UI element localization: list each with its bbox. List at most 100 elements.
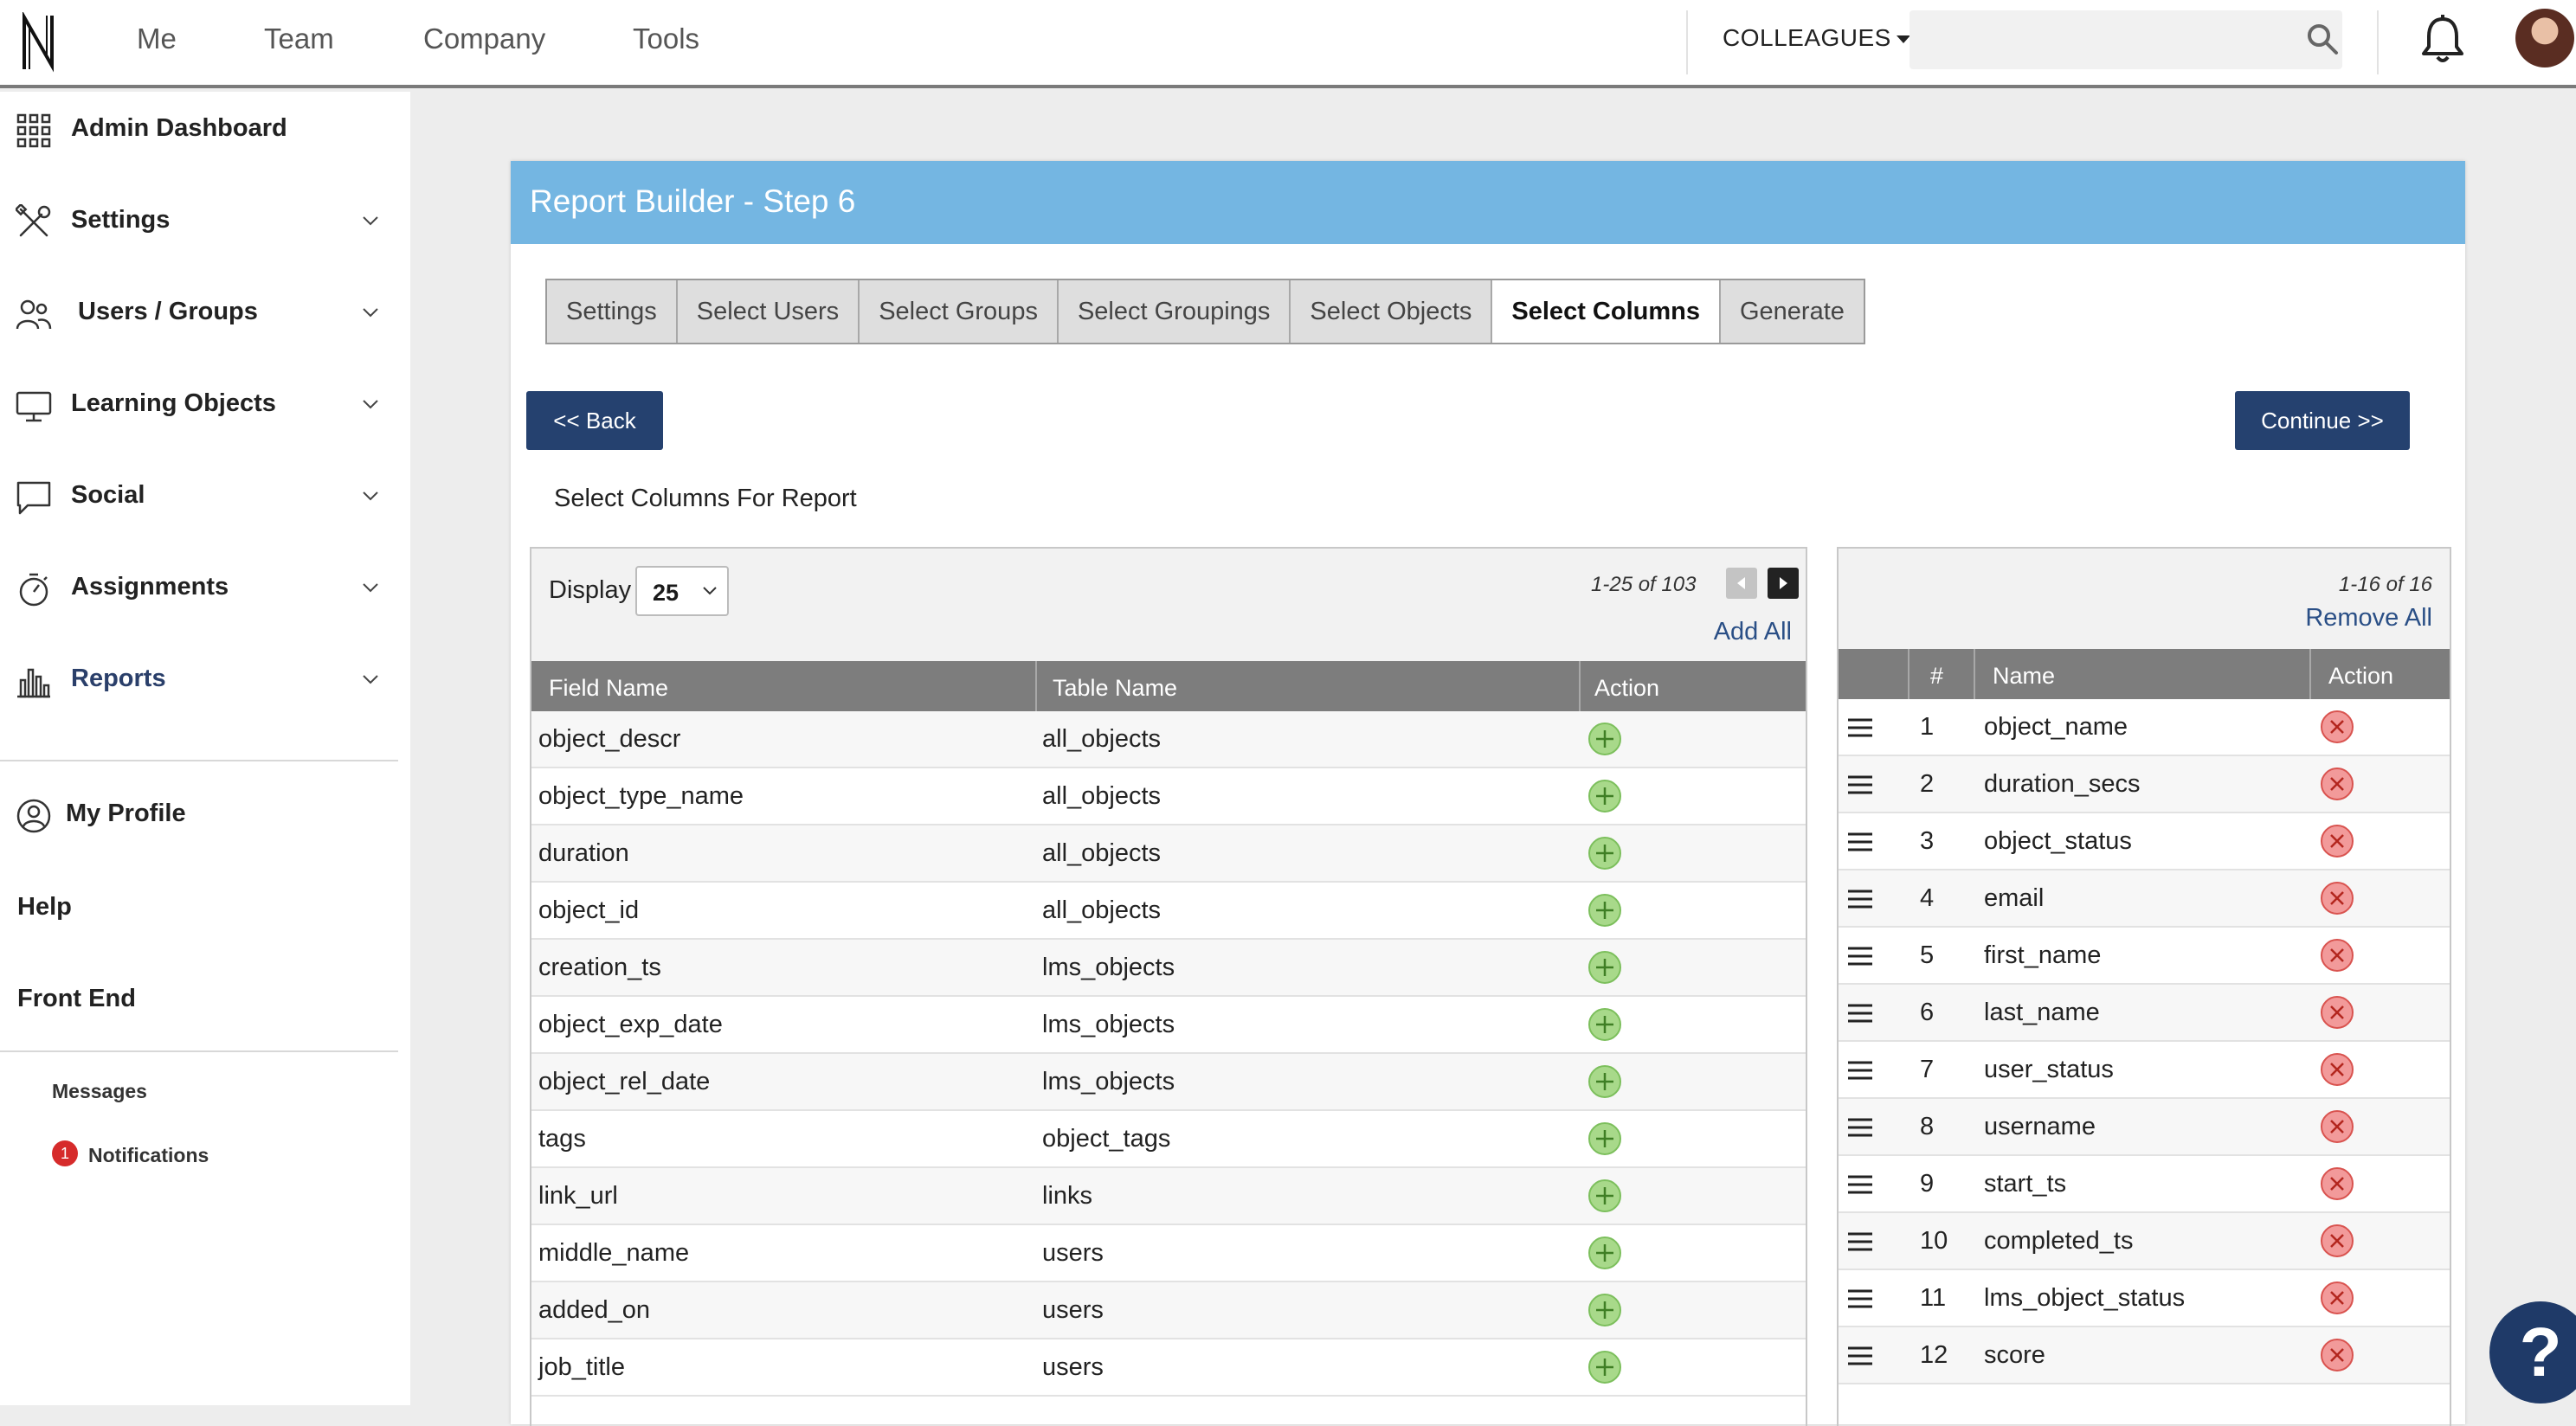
table-name: users bbox=[1042, 1296, 1104, 1324]
remove-column-icon[interactable] bbox=[2320, 1338, 2354, 1372]
drag-handle-icon[interactable] bbox=[1845, 1345, 1875, 1367]
sidebar-item-assignments[interactable]: Assignments bbox=[0, 550, 410, 628]
tab-select-columns[interactable]: Select Columns bbox=[1492, 280, 1721, 343]
help-button[interactable]: ? bbox=[2489, 1301, 2576, 1404]
remove-column-icon[interactable] bbox=[2320, 1166, 2354, 1201]
drag-handle-icon[interactable] bbox=[1845, 774, 1875, 796]
drag-handle-icon[interactable] bbox=[1845, 716, 1875, 739]
remove-column-icon[interactable] bbox=[2320, 824, 2354, 858]
table-row: object_descr all_objects bbox=[531, 711, 1806, 768]
sidebar-link-messages[interactable]: Messages bbox=[52, 1080, 147, 1102]
table-row[interactable]: 2 duration_secs bbox=[1839, 756, 2450, 813]
drag-handle-icon[interactable] bbox=[1845, 945, 1875, 967]
previous-page-button[interactable] bbox=[1726, 568, 1757, 599]
next-page-button[interactable] bbox=[1768, 568, 1799, 599]
back-button[interactable]: << Back bbox=[526, 391, 663, 450]
nav-link-me[interactable]: Me bbox=[137, 22, 177, 55]
remove-column-icon[interactable] bbox=[2320, 1109, 2354, 1144]
sidebar-link-help[interactable]: Help bbox=[17, 893, 72, 921]
tab-select-users[interactable]: Select Users bbox=[678, 280, 860, 343]
display-count-select[interactable]: 25 bbox=[635, 566, 729, 616]
add-column-icon[interactable] bbox=[1587, 950, 1622, 985]
sidebar-item-my-profile[interactable]: My Profile bbox=[0, 777, 410, 855]
add-column-icon[interactable] bbox=[1587, 1350, 1622, 1384]
drag-handle-icon[interactable] bbox=[1845, 1288, 1875, 1310]
remove-column-icon[interactable] bbox=[2320, 710, 2354, 744]
table-row[interactable]: 5 first_name bbox=[1839, 928, 2450, 985]
drag-handle-icon[interactable] bbox=[1845, 831, 1875, 853]
sidebar-item-admin-dashboard[interactable]: Admin Dashboard bbox=[0, 92, 410, 170]
remove-column-icon[interactable] bbox=[2320, 1224, 2354, 1258]
chevron-down-icon bbox=[363, 308, 378, 318]
add-column-icon[interactable] bbox=[1587, 1179, 1622, 1213]
remove-all-link[interactable]: Remove All bbox=[2305, 604, 2432, 632]
add-column-icon[interactable] bbox=[1587, 1007, 1622, 1042]
column-number: 5 bbox=[1920, 941, 1935, 969]
remove-column-icon[interactable] bbox=[2320, 995, 2354, 1030]
bell-icon[interactable] bbox=[2420, 14, 2465, 66]
table-row[interactable]: 4 email bbox=[1839, 870, 2450, 928]
search-icon[interactable] bbox=[2306, 22, 2339, 55]
table-row[interactable]: 10 completed_ts bbox=[1839, 1213, 2450, 1270]
add-column-icon[interactable] bbox=[1587, 1293, 1622, 1327]
add-all-link[interactable]: Add All bbox=[1713, 618, 1792, 646]
nav-link-tools[interactable]: Tools bbox=[633, 22, 700, 55]
sidebar-link-front-end[interactable]: Front End bbox=[17, 985, 136, 1012]
user-avatar[interactable] bbox=[2515, 9, 2574, 67]
column-header-number: # bbox=[1930, 663, 1944, 689]
remove-column-icon[interactable] bbox=[2320, 1281, 2354, 1315]
table-row[interactable]: 6 last_name bbox=[1839, 985, 2450, 1042]
continue-button[interactable]: Continue >> bbox=[2235, 391, 2410, 450]
add-column-icon[interactable] bbox=[1587, 836, 1622, 870]
sidebar-item-label: Reports bbox=[71, 665, 166, 692]
column-number: 1 bbox=[1920, 713, 1935, 741]
available-table-body: object_descr all_objects object_type_name a… bbox=[531, 711, 1806, 1397]
drag-handle-icon[interactable] bbox=[1845, 1059, 1875, 1082]
remove-column-icon[interactable] bbox=[2320, 881, 2354, 915]
column-header-table-name[interactable]: Table Name bbox=[1053, 675, 1178, 701]
tab-select-groups[interactable]: Select Groups bbox=[860, 280, 1059, 343]
table-row[interactable]: 1 object_name bbox=[1839, 699, 2450, 756]
header-divider bbox=[1908, 649, 1909, 699]
table-row[interactable]: 8 username bbox=[1839, 1099, 2450, 1156]
nav-link-company[interactable]: Company bbox=[423, 22, 546, 55]
column-header-action: Action bbox=[2328, 663, 2394, 689]
nav-link-team[interactable]: Team bbox=[264, 22, 334, 55]
drag-handle-icon[interactable] bbox=[1845, 1230, 1875, 1253]
table-row[interactable]: 11 lms_object_status bbox=[1839, 1270, 2450, 1327]
add-column-icon[interactable] bbox=[1587, 893, 1622, 928]
tab-generate[interactable]: Generate bbox=[1739, 298, 1845, 325]
tab-settings[interactable]: Settings bbox=[547, 280, 678, 343]
table-row: link_url links bbox=[531, 1168, 1806, 1225]
sidebar-item-users-groups[interactable]: Users / Groups bbox=[0, 275, 410, 353]
drag-handle-icon[interactable] bbox=[1845, 1116, 1875, 1139]
add-column-icon[interactable] bbox=[1587, 1121, 1622, 1156]
add-column-icon[interactable] bbox=[1587, 1064, 1622, 1099]
column-header-field-name[interactable]: Field Name bbox=[549, 675, 669, 701]
add-column-icon[interactable] bbox=[1587, 1236, 1622, 1270]
sidebar-item-reports[interactable]: Reports bbox=[0, 642, 410, 720]
search-input[interactable] bbox=[1909, 10, 2342, 69]
tab-select-groupings[interactable]: Select Groupings bbox=[1059, 280, 1291, 343]
sidebar-link-notifications[interactable]: Notifications bbox=[88, 1144, 209, 1166]
table-row[interactable]: 3 object_status bbox=[1839, 813, 2450, 870]
tab-select-objects[interactable]: Select Objects bbox=[1291, 280, 1493, 343]
drag-handle-icon[interactable] bbox=[1845, 1002, 1875, 1025]
add-column-icon[interactable] bbox=[1587, 779, 1622, 813]
sidebar-item-social[interactable]: Social bbox=[0, 459, 410, 536]
selected-table-body: 1 object_name 2 duration_secs 3 object_status… bbox=[1839, 699, 2450, 1384]
sidebar-item-learning-objects[interactable]: Learning Objects bbox=[0, 367, 410, 445]
remove-column-icon[interactable] bbox=[2320, 1052, 2354, 1087]
sidebar-item-settings[interactable]: Settings bbox=[0, 183, 410, 261]
remove-column-icon[interactable] bbox=[2320, 767, 2354, 801]
app-logo[interactable] bbox=[19, 12, 59, 73]
colleagues-dropdown[interactable]: COLLEAGUES bbox=[1723, 24, 1910, 52]
table-row[interactable]: 7 user_status bbox=[1839, 1042, 2450, 1099]
add-column-icon[interactable] bbox=[1587, 722, 1622, 756]
remove-column-icon[interactable] bbox=[2320, 938, 2354, 973]
table-row[interactable]: 12 score bbox=[1839, 1327, 2450, 1384]
drag-handle-icon[interactable] bbox=[1845, 888, 1875, 910]
drag-handle-icon[interactable] bbox=[1845, 1173, 1875, 1196]
table-row[interactable]: 9 start_ts bbox=[1839, 1156, 2450, 1213]
page-title: Report Builder - Step 6 bbox=[530, 183, 856, 219]
